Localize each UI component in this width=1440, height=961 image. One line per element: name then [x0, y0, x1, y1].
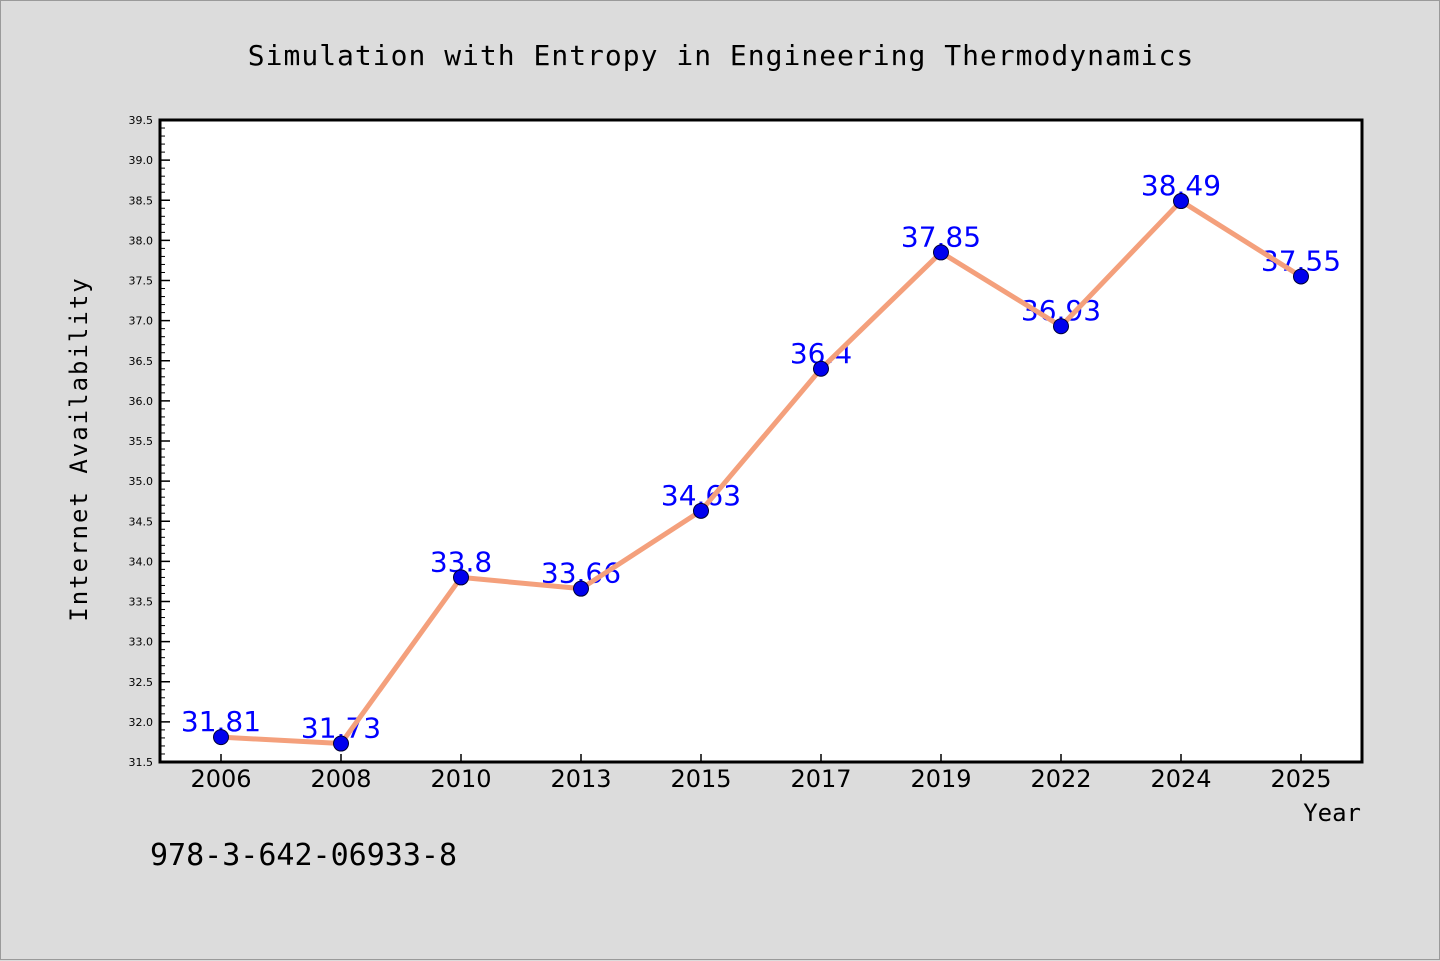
data-point: [1173, 193, 1189, 210]
x-tick-label: 2006: [190, 765, 251, 793]
y-tick-label: 38.5: [129, 194, 154, 207]
y-tick-label: 37.5: [129, 275, 154, 288]
y-tick-label: 36.5: [129, 355, 154, 368]
series-layer: [213, 193, 1309, 752]
y-tick-label: 36.0: [129, 395, 154, 408]
x-tick-label: 2010: [430, 765, 491, 793]
y-tick-label: 38.0: [129, 234, 154, 247]
x-axis-label: Year: [1303, 799, 1361, 827]
x-tick-label: 2019: [910, 765, 971, 793]
data-point: [693, 502, 709, 519]
x-tick-label: 2013: [550, 765, 611, 793]
y-axis-label: Internet Availability: [65, 276, 93, 621]
y-axis: 31.5 32.0 32.5 33.0 33.5 34.0 34.5 35.0 35.5 36.0…: [129, 114, 170, 769]
y-tick-label: 39.5: [129, 114, 154, 127]
y-tick-label: 34.0: [129, 555, 154, 568]
y-tick-label: 31.5: [129, 756, 154, 769]
data-point: [333, 735, 349, 752]
x-axis: 2006 2008 2010 2013 2015 2017 2019 2022 2024 2025: [190, 754, 1332, 793]
y-tick-label: 32.0: [129, 716, 154, 729]
x-tick-label: 2022: [1030, 765, 1091, 793]
y-tick-label: 32.5: [129, 676, 154, 689]
series-line: [218, 198, 1304, 747]
x-tick-label: 2008: [310, 765, 371, 793]
x-tick-label: 2017: [790, 765, 851, 793]
chart-title: Simulation with Entropy in Engineering T…: [248, 39, 1194, 72]
y-tick-label: 37.0: [129, 315, 154, 328]
y-tick-label: 33.5: [129, 596, 154, 609]
data-point: [813, 360, 829, 377]
data-point: [213, 729, 229, 746]
data-point: [1053, 318, 1069, 335]
x-tick-label: 2015: [670, 765, 731, 793]
x-tick-label: 2024: [1150, 765, 1211, 793]
y-tick-label: 34.5: [129, 515, 154, 528]
data-point: [573, 580, 589, 597]
y-tick-label: 33.0: [129, 636, 154, 649]
footer-code: 978-3-642-06933-8: [150, 838, 457, 873]
data-point: [933, 244, 949, 261]
y-tick-label: 35.0: [129, 475, 154, 488]
data-point: [1293, 268, 1309, 285]
x-tick-label: 2025: [1270, 765, 1331, 793]
y-tick-label: 35.5: [129, 435, 154, 448]
y-tick-label: 39.0: [129, 154, 154, 167]
data-point: [453, 569, 469, 586]
